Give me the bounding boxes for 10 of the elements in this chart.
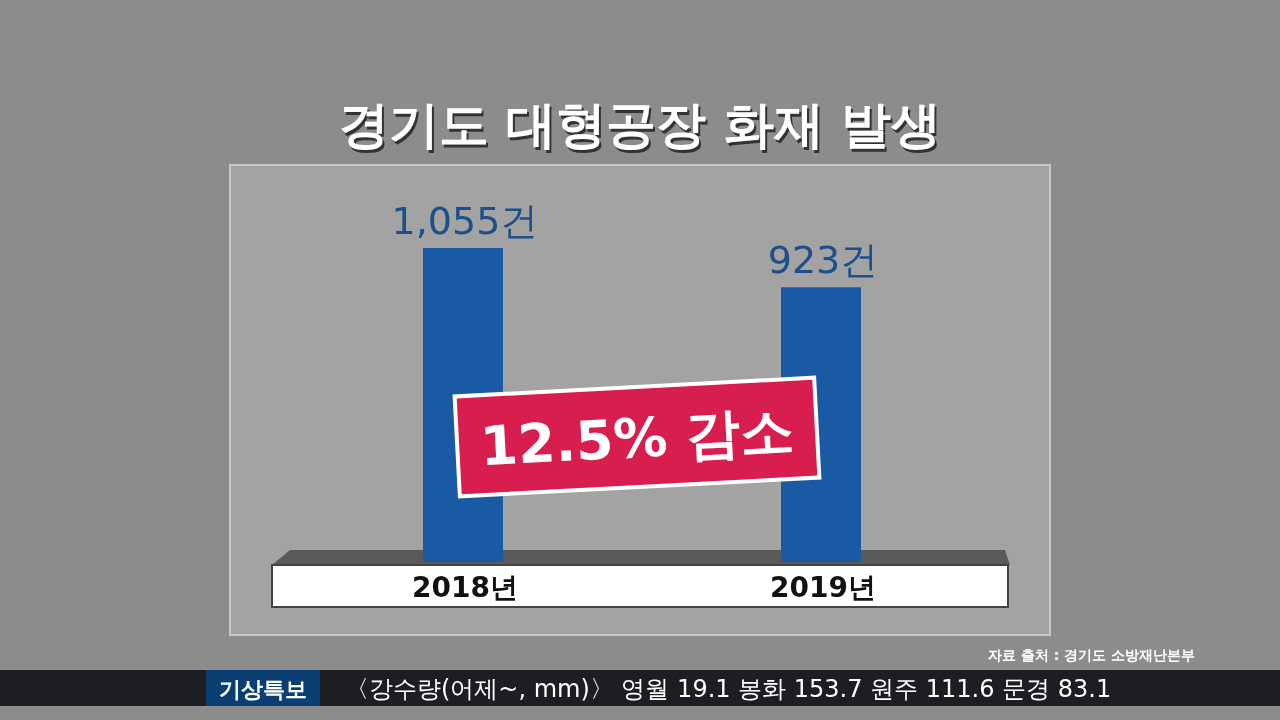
title: 경기도 대형공장 화재 발생 [338,96,942,154]
x-tick-label: 2018년 [412,571,518,604]
text: 기상특보 [219,677,307,702]
text: 〈강수량(어제~, mm)〉 영월 19.1 봉화 153.7 원주 111.6 문경 83.1 [345,675,1112,703]
data-label: 1,055건 [391,199,539,243]
annotation: 12.5% 감소 [478,398,796,479]
callout: 12.5% 감소 [452,375,822,499]
data-label: 923건 [767,238,879,283]
x-tick-label: 2019년 [770,571,876,604]
text: 자료 출처 : 경기도 소방재난본부 [987,647,1195,663]
